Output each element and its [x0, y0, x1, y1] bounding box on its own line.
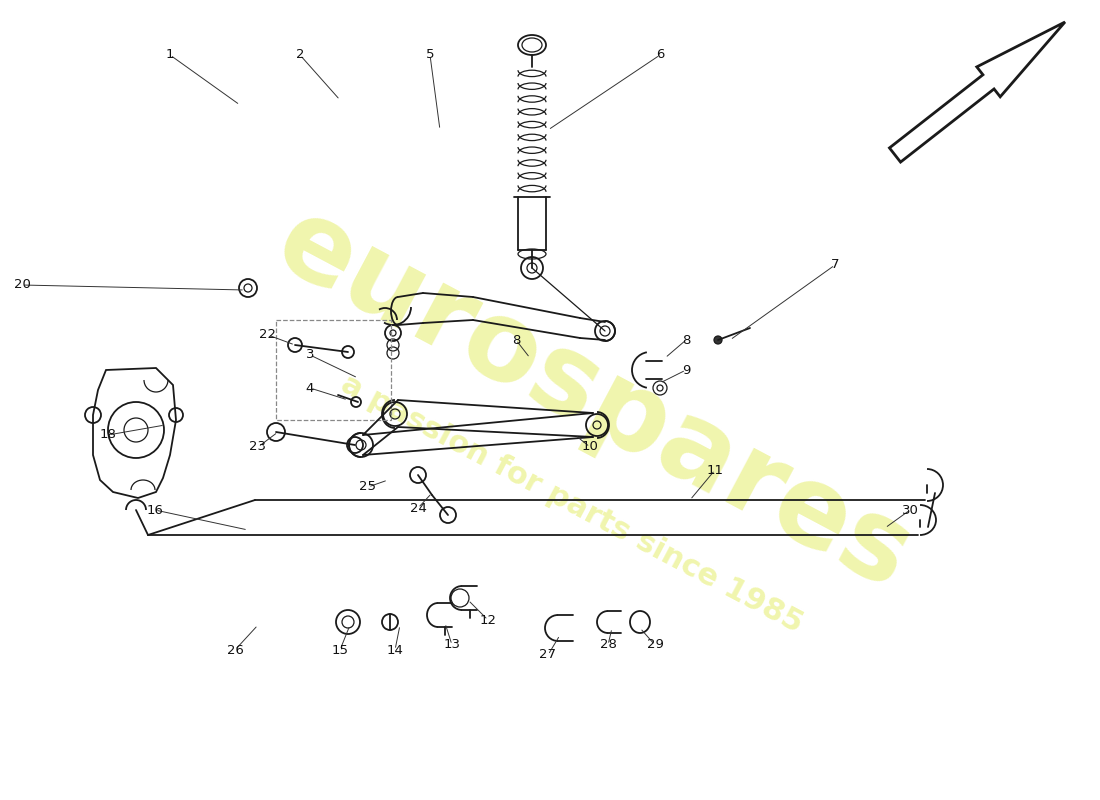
Text: 27: 27 — [539, 649, 557, 662]
Text: 10: 10 — [582, 441, 598, 454]
Text: 22: 22 — [260, 329, 276, 342]
Text: 16: 16 — [146, 503, 164, 517]
Circle shape — [714, 336, 722, 344]
Text: 18: 18 — [100, 429, 117, 442]
Text: 11: 11 — [706, 463, 724, 477]
Text: 5: 5 — [426, 49, 434, 62]
Text: 2: 2 — [296, 49, 305, 62]
Text: 7: 7 — [830, 258, 839, 271]
Text: 6: 6 — [656, 49, 664, 62]
Text: 9: 9 — [682, 363, 690, 377]
Text: eurospares: eurospares — [258, 188, 930, 612]
Text: 8: 8 — [512, 334, 520, 346]
Text: 23: 23 — [250, 441, 266, 454]
Text: 8: 8 — [682, 334, 690, 346]
Text: 28: 28 — [600, 638, 616, 651]
Text: 15: 15 — [331, 643, 349, 657]
Text: 20: 20 — [13, 278, 31, 291]
Text: 12: 12 — [480, 614, 496, 626]
Text: 1: 1 — [166, 49, 174, 62]
Text: 4: 4 — [306, 382, 315, 394]
Text: 3: 3 — [306, 349, 315, 362]
Text: 13: 13 — [443, 638, 461, 651]
Text: 26: 26 — [227, 643, 243, 657]
Text: 14: 14 — [386, 643, 404, 657]
Text: 30: 30 — [902, 503, 918, 517]
Text: 24: 24 — [409, 502, 427, 514]
Text: a passion for parts since 1985: a passion for parts since 1985 — [337, 370, 807, 638]
Text: 25: 25 — [360, 481, 376, 494]
Text: 29: 29 — [647, 638, 663, 651]
